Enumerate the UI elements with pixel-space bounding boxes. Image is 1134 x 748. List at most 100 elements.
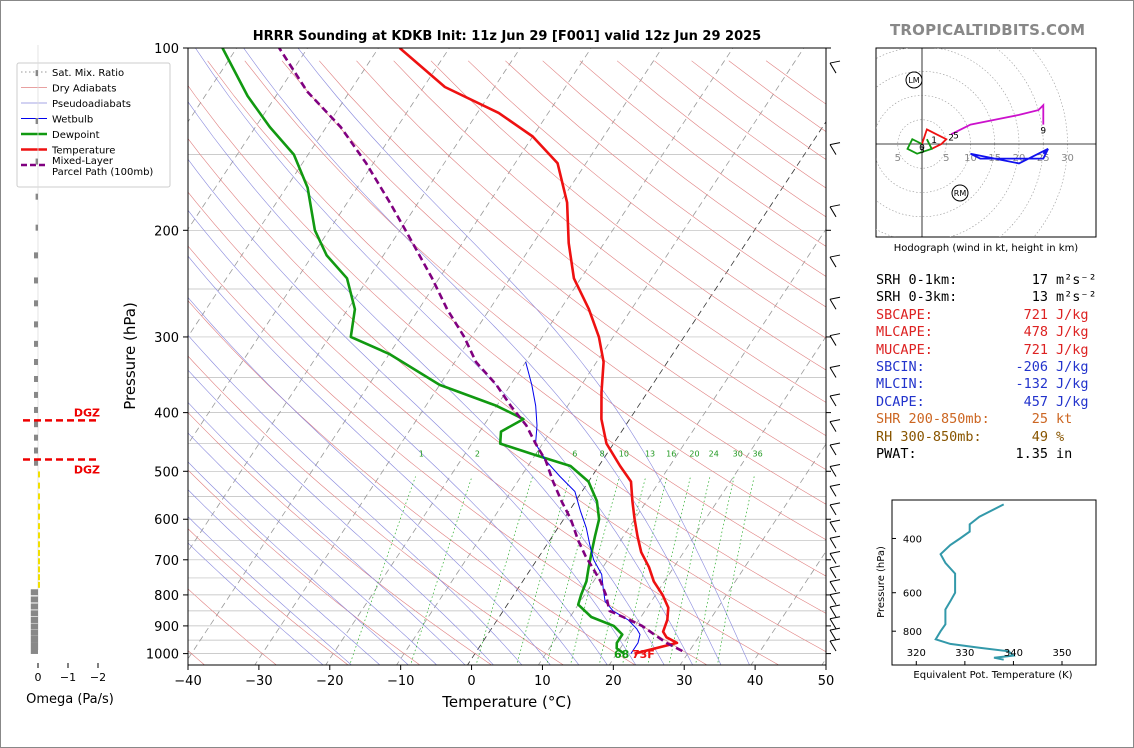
x-tick-label: 10 [534, 674, 551, 689]
stat-value: 25 [1031, 411, 1048, 428]
wind-barb [829, 553, 837, 564]
theta-e-line [934, 503, 1016, 661]
pseudoadiabat [188, 461, 409, 665]
stat-label: SBCIN: [876, 359, 925, 376]
omega-bar [35, 193, 38, 200]
chart-title: HRRR Sounding at KDKB Init: 11z Jun 29 [… [253, 29, 761, 44]
stat-label: SRH 0-3km: [876, 289, 958, 306]
legend-label: Pseudoadiabats [52, 99, 131, 110]
omega-bar [34, 359, 38, 366]
stat-row: RH 300-850mb: 49% [876, 429, 1097, 446]
omega-tick-label: −1 [60, 671, 76, 684]
wind-barb-flag [829, 638, 841, 642]
omega-bar [30, 629, 38, 636]
stat-row: DCAPE: 457 J/kg [876, 394, 1097, 411]
mixing-ratio-line [475, 476, 533, 665]
omega-bar [35, 224, 38, 231]
omega-bar [34, 459, 38, 466]
isotherm-line [254, 48, 663, 665]
omega-bar [30, 616, 38, 623]
legend-label: Wetbulb [52, 115, 93, 126]
y-tick-label: 600 [154, 513, 179, 528]
omega-bar [30, 603, 38, 610]
wind-barb-flag [829, 364, 841, 368]
y-tick-label: 700 [154, 554, 179, 569]
mixing-ratio-label: 1 [419, 450, 424, 459]
wind-barb [829, 594, 837, 605]
hodograph-height-label: 1 [931, 136, 937, 146]
omega-bar [30, 642, 38, 649]
hodograph-ring-label: 30 [1061, 153, 1074, 164]
wind-barb-flag [829, 204, 841, 208]
mixing-ratio-line [622, 476, 668, 665]
stat-label: MUCAPE: [876, 341, 933, 358]
wind-barb [829, 298, 837, 310]
dry-adiabat [393, 60, 826, 403]
wind-barb [829, 486, 837, 497]
omega-bar [38, 558, 40, 565]
omega-bar [38, 523, 40, 530]
theta-y-tick-label: 800 [903, 627, 922, 638]
isotherm-line [188, 48, 521, 553]
wind-barb-flag [829, 333, 841, 337]
omega-bar [34, 406, 38, 413]
stat-label: DCAPE: [876, 393, 925, 410]
wind-barb [829, 444, 837, 456]
wind-barb-flag [829, 393, 841, 397]
dry-adiabat [188, 469, 421, 665]
omega-bar [34, 375, 38, 382]
sounding-stats: SRH 0-1km: 17 m²s⁻² SRH 0-3km: 13 m²s⁻² SBCAPE… [876, 272, 1097, 463]
wind-barb-flag [829, 419, 841, 423]
omega-bar [38, 493, 40, 500]
mixing-ratio-line [546, 476, 598, 665]
dry-adiabat [188, 85, 826, 614]
stat-unit: J/kg [1056, 359, 1089, 376]
wind-barb-flag [829, 502, 841, 506]
stat-value: 13 [1031, 289, 1048, 306]
surface-temperature-label: 73F [632, 648, 655, 661]
theta-x-tick-label: 320 [907, 648, 926, 659]
mixing-ratio-line [668, 476, 711, 665]
pseudoadiabat [188, 432, 438, 665]
hodograph-segment [950, 103, 1045, 136]
mixing-ratio-line [717, 476, 755, 665]
y-tick-label: 100 [154, 42, 179, 57]
stat-row: SBCAPE: 721 J/kg [876, 307, 1097, 324]
pseudoadiabat [188, 489, 381, 665]
wind-barb [829, 367, 837, 378]
series-dewpoint [221, 48, 625, 655]
y-tick-label: 900 [154, 620, 179, 635]
wind-barb-flag [829, 142, 841, 146]
wind-barb-flag [829, 604, 841, 608]
surface-dewpoint-label: 68 [614, 648, 629, 661]
mixing-ratio-label: 30 [733, 450, 743, 459]
stat-label: MLCIN: [876, 376, 925, 393]
omega-bar [38, 471, 40, 478]
y-tick-label: 1000 [146, 648, 179, 663]
legend-label: Dry Adiabats [52, 84, 116, 95]
theta-frame [891, 499, 1097, 666]
mixing-ratio-line [349, 476, 416, 665]
mixing-ratio-line [570, 476, 620, 665]
stat-row: SHR 200-850mb: 25 kt [876, 411, 1097, 428]
stat-value: 1.35 [1015, 446, 1048, 463]
pseudoadiabat [188, 334, 523, 665]
omega-bar [34, 321, 38, 328]
stat-value: -132 [1015, 376, 1048, 393]
stat-row: SBCIN: -206 J/kg [876, 359, 1097, 376]
omega-bar [34, 300, 38, 307]
dry-adiabat [188, 138, 826, 653]
x-tick-label: 0 [467, 674, 475, 689]
omega-bar [34, 252, 38, 259]
pseudoadiabat [188, 401, 466, 665]
x-tick-label: 30 [676, 674, 693, 689]
omega-bar [30, 635, 38, 642]
omega-tick-label: −2 [90, 671, 106, 684]
isotherm-line [188, 48, 379, 338]
stat-value: 478 [1023, 324, 1048, 341]
theta-e-panel: 320 330 340 350 400 600 800 [891, 499, 1097, 666]
hodograph-ring-label: 5 [943, 153, 949, 164]
hodograph-marker-label: LM [908, 76, 919, 85]
legend: Sat. Mix. Ratio Dry Adiabats Pseudoadiabat… [16, 62, 171, 188]
